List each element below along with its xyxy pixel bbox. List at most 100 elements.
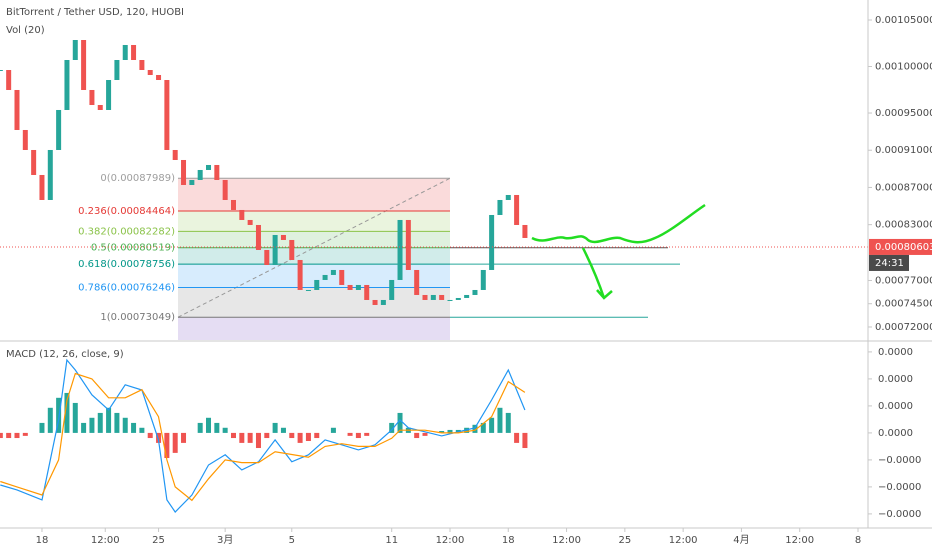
candle <box>64 60 70 110</box>
y-tick-label: 0.00091000 <box>875 145 932 156</box>
candle <box>197 169 203 180</box>
candle <box>272 234 278 265</box>
last-price-label: 0.00080603 <box>875 242 932 253</box>
histogram-bar <box>239 432 245 443</box>
y-tick-label: 0.00100000 <box>875 62 932 73</box>
histogram-bar <box>230 432 236 439</box>
y-tick-label: 0.00095000 <box>875 108 932 119</box>
candle <box>189 179 195 185</box>
fib-band <box>178 264 450 288</box>
x-tick-label: 25 <box>618 535 631 546</box>
candle <box>156 74 162 80</box>
histogram-bar <box>97 412 103 433</box>
fib-label: 0.786(0.00076246) <box>78 282 175 293</box>
histogram-bar <box>264 432 270 439</box>
histogram-bar <box>106 407 112 433</box>
candle <box>497 199 503 215</box>
y-tick-label: −0.0000 <box>878 455 921 466</box>
x-tick-label: 25 <box>152 535 165 546</box>
candle <box>14 89 20 130</box>
candle <box>147 70 153 75</box>
histogram-bar <box>389 422 395 433</box>
histogram-bar <box>172 432 178 453</box>
histogram-bar <box>72 402 78 433</box>
candle <box>455 297 461 300</box>
histogram-bar <box>347 432 353 436</box>
candle <box>81 40 87 90</box>
candle <box>230 199 236 210</box>
histogram-bar <box>114 412 120 433</box>
chart-title: BitTorrent / Tether USD, 120, HUOBI <box>6 7 184 18</box>
candle <box>289 239 295 260</box>
histogram-bar <box>147 432 153 439</box>
histogram-bar <box>206 417 212 433</box>
candle <box>505 194 511 200</box>
candle <box>122 44 128 60</box>
fib-trend <box>177 177 451 318</box>
candle <box>430 294 436 300</box>
y-tick-label: 0.00087000 <box>875 182 932 193</box>
x-tick-label: 18 <box>36 535 49 546</box>
candle <box>297 259 303 290</box>
histogram-bar <box>330 427 336 433</box>
y-tick-label: 0.00105000 <box>875 15 932 26</box>
histogram-bar <box>422 432 428 436</box>
candle <box>514 194 520 225</box>
y-tick-label: 0.00083000 <box>875 220 932 231</box>
candle <box>206 164 212 170</box>
histogram-bar <box>289 432 295 439</box>
histogram-bar <box>181 432 187 443</box>
candle <box>131 44 137 60</box>
drawn-arrow <box>581 247 613 300</box>
candle <box>480 269 486 290</box>
fib-band <box>178 287 450 318</box>
macd-line <box>0 358 526 513</box>
candle <box>522 224 528 238</box>
candle <box>255 224 261 250</box>
histogram-bar <box>39 422 45 433</box>
histogram-bar <box>56 397 62 433</box>
x-tick-label: 18 <box>502 535 515 546</box>
histogram-bar <box>6 432 12 439</box>
candle <box>181 159 187 185</box>
histogram-bar <box>364 432 370 436</box>
histogram-bar <box>447 429 453 433</box>
macd-line <box>0 372 526 502</box>
candle <box>89 89 95 105</box>
candle <box>264 249 270 265</box>
candle <box>56 109 62 150</box>
candle <box>389 279 395 300</box>
last-price-tag <box>869 238 932 255</box>
candle <box>405 219 411 270</box>
x-tick-label: 5 <box>289 535 295 546</box>
fib-extension <box>178 317 450 340</box>
y-tick-label: 0.00072000 <box>875 322 932 333</box>
macd-title: MACD (12, 26, close, 9) <box>6 349 124 360</box>
candle <box>397 219 403 280</box>
histogram-bar <box>280 427 286 433</box>
fib-label: 0.618(0.00078756) <box>78 259 175 270</box>
candle <box>330 269 336 275</box>
candle <box>339 269 345 285</box>
x-tick-label: 3月 <box>217 534 233 546</box>
candle <box>239 209 245 220</box>
candle <box>447 299 453 301</box>
histogram-bar <box>197 422 203 433</box>
candle <box>422 294 428 300</box>
candle <box>472 289 478 295</box>
fib-label: 0(0.00087989) <box>100 173 175 184</box>
fib-label: 0.236(0.00084464) <box>78 206 175 217</box>
candle <box>322 274 328 280</box>
x-tick-label: 12:00 <box>436 535 465 546</box>
y-tick-label: −0.0000 <box>878 482 921 493</box>
x-tick-label: 8 <box>855 535 861 546</box>
x-tick-label: 11 <box>385 535 398 546</box>
x-tick-label: 4月 <box>733 534 749 546</box>
candle <box>355 284 361 290</box>
x-tick-label: 12:00 <box>91 535 120 546</box>
x-tick-label: 12:00 <box>785 535 814 546</box>
candle <box>39 174 45 200</box>
histogram-bar <box>81 422 87 433</box>
y-tick-label: 0.0000 <box>878 428 913 439</box>
